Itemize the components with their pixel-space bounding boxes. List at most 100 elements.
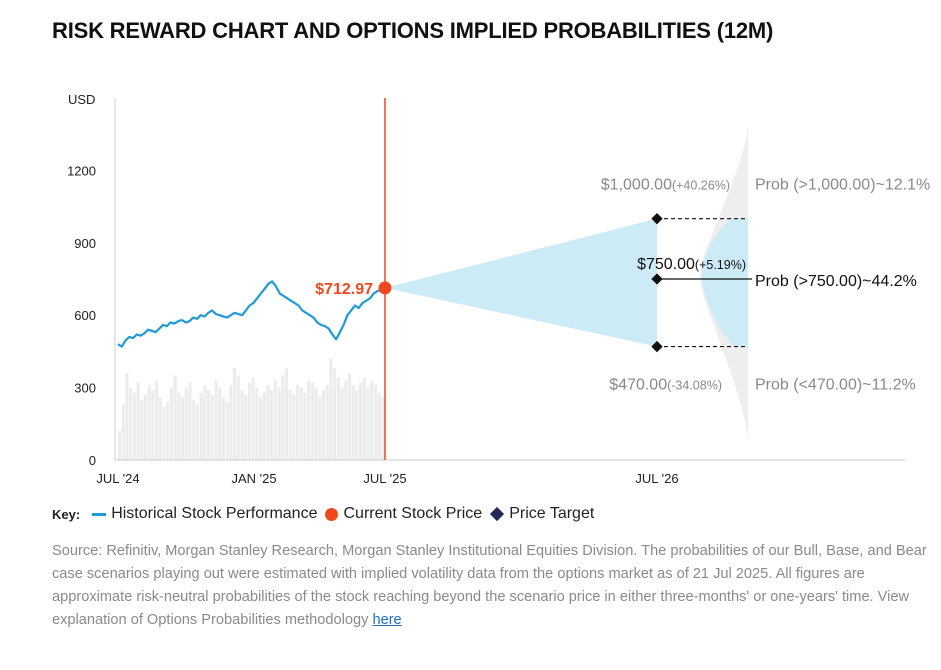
volume-bar	[277, 387, 281, 460]
volume-bar	[281, 375, 285, 460]
volume-bar	[273, 380, 277, 460]
volume-bar	[258, 397, 263, 460]
historical-price-line	[117, 280, 386, 348]
y-axis-unit: USD	[68, 92, 95, 107]
volume-bar	[221, 397, 225, 460]
dot-swatch-icon	[325, 507, 339, 521]
volume-bar	[270, 390, 274, 460]
chart-title: RISK REWARD CHART AND OPTIONS IMPLIED PR…	[52, 18, 774, 43]
volume-bar	[344, 380, 348, 460]
volume-bar	[299, 387, 303, 460]
volume-bar	[351, 385, 355, 460]
target-marker	[651, 213, 663, 225]
volume-bar	[362, 377, 366, 460]
volume-bar	[143, 394, 148, 460]
price-targets: $1,000.00(+40.26%) Prob (>1,000.00)~12.1%…	[601, 177, 930, 394]
volume-bar	[166, 402, 170, 460]
volume-bar	[347, 373, 352, 460]
volume-bar	[370, 380, 374, 460]
y-axis-ticks: 0 300 600 900 1200	[67, 163, 96, 468]
volume-bar	[236, 375, 240, 460]
volume-bar	[225, 402, 229, 460]
volume-bar	[181, 397, 185, 460]
volume-bar	[240, 390, 244, 460]
volume-bar	[132, 392, 136, 460]
methodology-link[interactable]: here	[372, 612, 402, 628]
x-tick-label: JUL '25	[363, 471, 406, 486]
y-tick-label: 600	[74, 308, 96, 323]
volume-bars	[118, 358, 385, 460]
volume-bar	[366, 387, 370, 460]
source-text: Source: Refinitiv, Morgan Stanley Resear…	[52, 543, 927, 628]
probability-distribution-fill	[701, 218, 748, 347]
legend-item-current: Current Stock Price	[325, 505, 482, 523]
volume-bar	[229, 385, 233, 460]
volume-bar	[310, 382, 314, 460]
volume-bar	[121, 404, 125, 460]
volume-bar	[162, 406, 166, 460]
volume-bar	[329, 358, 333, 460]
volume-bar	[333, 368, 337, 460]
x-axis-ticks: JUL '24 JAN '25 JUL '25 JUL '26	[96, 471, 678, 486]
volume-bar	[359, 382, 363, 460]
source-note: Source: Refinitiv, Morgan Stanley Resear…	[52, 540, 932, 632]
volume-bar	[340, 387, 344, 460]
volume-bar	[214, 380, 218, 460]
volume-bar	[255, 387, 259, 460]
volume-bar	[377, 392, 381, 460]
target-probability-label: Prob (>750.00)~44.2%	[755, 273, 917, 290]
volume-bar	[262, 392, 266, 460]
volume-bar	[129, 387, 133, 460]
volume-bar	[284, 368, 288, 460]
y-tick-label: 0	[89, 453, 96, 468]
volume-bar	[336, 377, 340, 460]
legend-historical-label: Historical Stock Performance	[111, 505, 318, 522]
volume-bar	[210, 394, 214, 460]
volume-bar	[147, 385, 151, 460]
current-price-label: $712.97	[315, 281, 373, 298]
volume-bar	[158, 397, 162, 460]
volume-bar	[373, 385, 377, 460]
volume-bar	[251, 377, 255, 460]
volume-bar	[292, 394, 296, 460]
y-tick-label: 1200	[67, 163, 96, 178]
volume-bar	[155, 380, 159, 460]
x-tick-label: JUL '26	[635, 471, 678, 486]
volume-bar	[244, 394, 248, 460]
target-probability-label: Prob (>1,000.00)~12.1%	[755, 177, 930, 194]
volume-bar	[199, 392, 203, 460]
volume-bar	[173, 375, 177, 460]
line-swatch-icon	[92, 512, 107, 516]
volume-bar	[318, 397, 322, 460]
volume-bar	[247, 382, 251, 460]
x-tick-label: JUL '24	[96, 471, 139, 486]
volume-bar	[218, 387, 222, 460]
volume-bar	[118, 431, 122, 460]
legend-item-historical: Historical Stock Performance	[92, 505, 317, 523]
target-probability-label: Prob (<470.00)~11.2%	[755, 377, 916, 394]
volume-bar	[207, 390, 211, 460]
current-price-marker	[378, 281, 392, 295]
cone-shape	[385, 218, 657, 347]
volume-bar	[314, 387, 318, 460]
volume-bar	[325, 385, 329, 460]
legend-target-label: Price Target	[509, 505, 595, 522]
diamond-swatch-icon	[490, 506, 505, 522]
y-tick-label: 300	[74, 381, 96, 396]
y-tick-label: 900	[74, 236, 96, 251]
volume-bar	[195, 404, 199, 460]
volume-bar	[136, 382, 140, 460]
volume-bar	[307, 380, 311, 460]
legend-current-label: Current Stock Price	[343, 505, 483, 522]
volume-bar	[177, 392, 181, 460]
legend: Key: Historical Stock Performance Curren…	[52, 505, 602, 523]
volume-bar	[125, 373, 129, 460]
target-marker	[651, 273, 663, 285]
volume-bar	[355, 390, 359, 460]
target-price: $470.00	[609, 377, 667, 394]
volume-bar	[184, 387, 188, 460]
volume-bar	[232, 368, 237, 460]
volume-bar	[381, 397, 385, 460]
target-price-label: $750.00(+5.19%)	[637, 256, 746, 273]
risk-reward-chart: USD 0 300 600 900 1200 JUL '24 JAN '25 JUL '25…	[67, 92, 930, 486]
